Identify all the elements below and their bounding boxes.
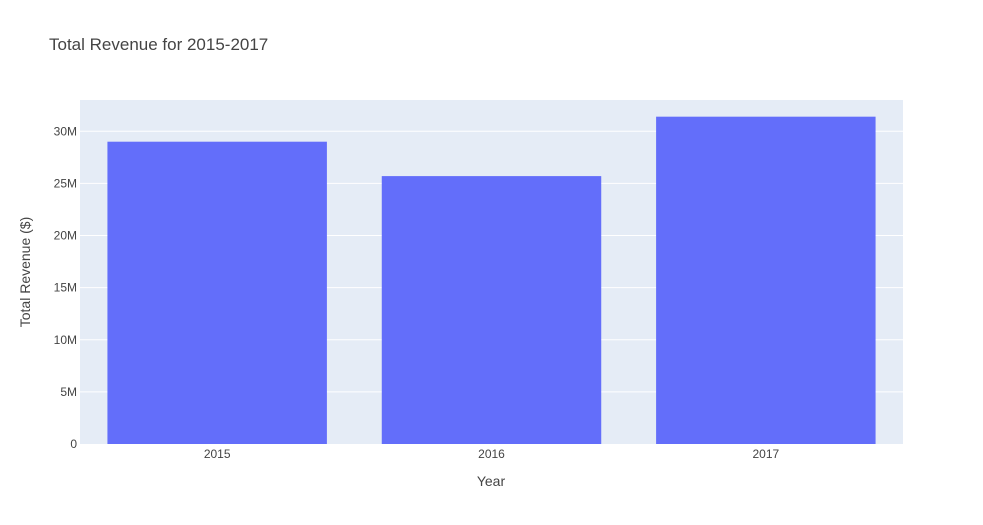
y-tick-label: 20M [54,229,77,243]
y-tick-label: 25M [54,176,77,190]
x-tick-label: 2015 [204,447,231,461]
x-axis-ticks: 2015 2016 2017 [204,447,780,461]
y-axis-ticks: 0 5M 10M 15M 20M 25M 30M [54,124,78,451]
y-tick-label: 15M [54,281,77,295]
y-tick-label: 5M [60,385,77,399]
bars [107,116,876,445]
bar-2017[interactable] [656,116,876,445]
y-axis-title: Total Revenue ($) [17,217,33,328]
x-axis-title: Year [477,473,506,489]
chart-title: Total Revenue for 2015-2017 [49,35,268,54]
bar-2015[interactable] [107,141,327,445]
bar-2016[interactable] [381,176,602,444]
y-tick-label: 0 [70,437,77,451]
y-tick-label: 30M [54,124,77,138]
y-tick-label: 10M [54,333,77,347]
x-tick-label: 2017 [752,447,779,461]
x-tick-label: 2016 [478,447,505,461]
